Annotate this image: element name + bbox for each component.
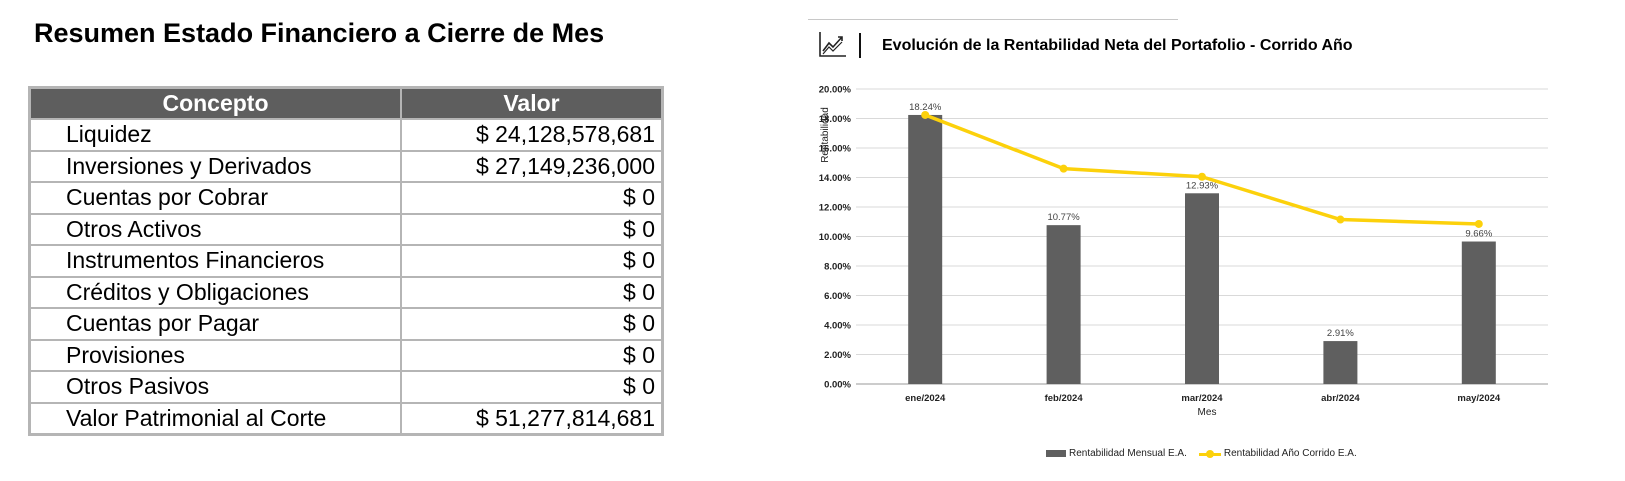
returns-chart: 0.00% 2.00% 4.00% 6.00% 8.00% 10.00% 12.00% 14.… xyxy=(819,85,1548,418)
row-concept: Otros Activos xyxy=(28,212,402,246)
bar-data-label: 12.93% xyxy=(1186,180,1219,191)
y-tick-label: 16.00% xyxy=(819,144,852,155)
y-tick-label: 10.00% xyxy=(819,232,852,243)
legend-item-bars: Rentabilidad Mensual E.A. xyxy=(1046,448,1187,459)
row-value: $ 0 xyxy=(400,181,664,215)
row-concept: Créditos y Obligaciones xyxy=(28,275,402,309)
row-value: $ 0 xyxy=(400,370,664,404)
bar xyxy=(1323,341,1358,384)
line-point xyxy=(1059,164,1068,173)
y-tick-label: 8.00% xyxy=(824,262,851,273)
bar-data-label: 2.91% xyxy=(1327,328,1354,339)
table-row: Valor Patrimonial al Corte $ 51,277,814,… xyxy=(28,401,664,436)
y-tick-label: 2.00% xyxy=(824,350,851,361)
summary-title: Resumen Estado Financiero a Cierre de Me… xyxy=(34,18,605,48)
y-axis-label: Rentabilidad xyxy=(820,107,831,163)
column-header-value: Valor xyxy=(400,86,664,120)
row-concept: Cuentas por Pagar xyxy=(28,307,402,341)
row-value: $ 0 xyxy=(400,212,664,246)
x-tick-label: ene/2024 xyxy=(905,393,946,404)
x-tick-label: feb/2024 xyxy=(1045,393,1084,404)
table-row: Otros Activos $ 0 xyxy=(28,212,664,246)
x-axis-label: Mes xyxy=(1198,407,1217,418)
row-concept: Provisiones xyxy=(28,338,402,372)
bar xyxy=(1185,193,1219,384)
y-tick-label: 4.00% xyxy=(824,321,851,332)
legend-label: Rentabilidad Mensual E.A. xyxy=(1069,448,1187,459)
line-point xyxy=(1198,172,1206,181)
y-axis-ticks: 0.00% 2.00% 4.00% 6.00% 8.00% 10.00% 12.00% 14.… xyxy=(819,85,852,391)
row-value: $ 0 xyxy=(400,338,664,372)
row-concept: Otros Pasivos xyxy=(28,370,402,404)
column-header-concept: Concepto xyxy=(28,86,402,120)
bar xyxy=(1046,225,1081,384)
row-value: $ 27,149,236,000 xyxy=(400,149,664,183)
table-header-row: Concepto Valor xyxy=(28,86,664,120)
legend-label: Rentabilidad Año Corrido E.A. xyxy=(1223,448,1357,459)
x-tick-label: may/2024 xyxy=(1457,393,1501,404)
x-axis-ticks: ene/2024 feb/2024 mar/2024 abr/2024 may/2024 xyxy=(905,393,1501,404)
bar-data-label: 9.66% xyxy=(1465,229,1492,240)
line-point xyxy=(921,110,930,119)
title-separator xyxy=(859,33,861,58)
trend-chart-icon xyxy=(818,30,848,63)
legend-item-line: Rentabilidad Año Corrido E.A. xyxy=(1198,448,1357,459)
cumulative-line xyxy=(921,110,1483,228)
table-row: Otros Pasivos $ 0 xyxy=(28,370,664,404)
line-point xyxy=(1474,219,1483,228)
y-tick-label: 0.00% xyxy=(824,380,851,391)
bar xyxy=(1461,241,1496,384)
y-tick-label: 20.00% xyxy=(819,85,852,96)
chart-legend: Rentabilidad Mensual E.A. Rentabilidad A… xyxy=(1046,448,1369,459)
y-tick-label: 12.00% xyxy=(819,203,852,214)
legend-swatch-line xyxy=(1198,449,1221,459)
line-point xyxy=(1336,215,1345,224)
chart-title: Evolución de la Rentabilidad Neta del Po… xyxy=(882,37,1353,54)
row-value: $ 0 xyxy=(400,244,664,278)
row-concept: Inversiones y Derivados xyxy=(28,149,402,183)
legend-swatch-bar xyxy=(1046,450,1066,457)
bar xyxy=(908,114,943,385)
table-row: Créditos y Obligaciones $ 0 xyxy=(28,275,664,309)
table-row: Instrumentos Financieros $ 0 xyxy=(28,244,664,278)
row-value: $ 24,128,578,681 xyxy=(400,118,664,152)
table-row: Cuentas por Cobrar $ 0 xyxy=(28,181,664,215)
y-tick-label: 6.00% xyxy=(824,291,851,302)
bar-data-label: 10.77% xyxy=(1047,212,1080,223)
panel-top-rule xyxy=(808,19,1178,20)
row-concept: Liquidez xyxy=(28,118,402,152)
bar-data-label: 18.24% xyxy=(909,102,942,113)
y-tick-label: 18.00% xyxy=(819,114,852,125)
y-tick-label: 14.00% xyxy=(819,173,852,184)
financial-summary-table: Concepto Valor Liquidez $ 24,128,578,681… xyxy=(28,86,664,436)
table-row: Provisiones $ 0 xyxy=(28,338,664,372)
table-row: Inversiones y Derivados $ 27,149,236,000 xyxy=(28,149,664,183)
x-tick-label: abr/2024 xyxy=(1321,393,1360,404)
row-value: $ 0 xyxy=(400,275,664,309)
row-concept: Instrumentos Financieros xyxy=(28,244,402,278)
table-row: Liquidez $ 24,128,578,681 xyxy=(28,118,664,152)
table-row: Cuentas por Pagar $ 0 xyxy=(28,307,664,341)
bars: 18.24% 10.77% 12.93% 2.91% 9.66% xyxy=(908,102,1496,385)
row-value: $ 51,277,814,681 xyxy=(400,401,664,436)
row-concept: Cuentas por Cobrar xyxy=(28,181,402,215)
row-concept: Valor Patrimonial al Corte xyxy=(28,401,402,436)
x-tick-label: mar/2024 xyxy=(1181,393,1223,404)
row-value: $ 0 xyxy=(400,307,664,341)
